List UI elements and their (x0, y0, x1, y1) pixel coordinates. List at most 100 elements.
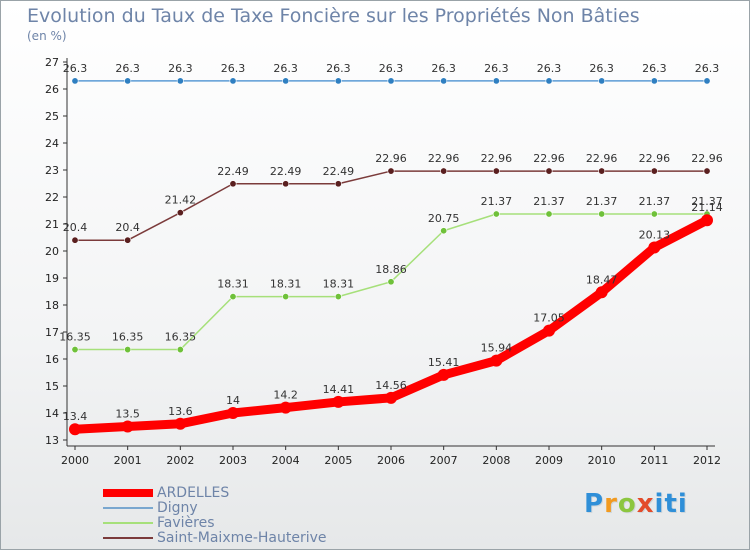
data-point (648, 241, 661, 254)
data-label: 22.96 (691, 152, 723, 165)
legend-item-ardelles: ARDELLES (103, 484, 327, 501)
data-label: 14.2 (273, 389, 298, 402)
y-tick-label: 21 (45, 218, 59, 231)
x-tick-label: 2012 (693, 454, 721, 467)
data-label: 22.96 (533, 152, 565, 165)
data-label: 26.3 (63, 62, 88, 75)
data-point (71, 77, 79, 85)
data-point (121, 420, 134, 433)
y-tick-label: 14 (45, 407, 59, 420)
data-point (282, 180, 290, 188)
data-point (492, 77, 500, 85)
data-point (282, 293, 290, 301)
x-tick-label: 2010 (588, 454, 616, 467)
data-point (492, 210, 500, 218)
data-label: 22.96 (375, 152, 407, 165)
data-point (387, 278, 395, 286)
data-point (385, 391, 397, 404)
data-point (437, 368, 450, 381)
y-tick-label: 17 (45, 326, 59, 339)
legend-swatch (103, 521, 153, 524)
data-label: 22.49 (323, 165, 355, 178)
data-label: 18.86 (375, 263, 407, 276)
legend-swatch (103, 506, 153, 509)
legend-swatch (103, 536, 153, 539)
data-point (71, 236, 79, 244)
data-label: 26.3 (273, 62, 298, 75)
data-label: 20.4 (115, 221, 140, 234)
data-point (598, 77, 606, 85)
legend-label: Saint-Maixme-Hauterive (157, 529, 327, 546)
data-label: 22.49 (270, 165, 302, 178)
x-tick-label: 2004 (272, 454, 300, 467)
data-point (124, 77, 132, 85)
data-point (334, 293, 342, 301)
x-tick-label: 2007 (430, 454, 458, 467)
data-label: 18.31 (270, 278, 302, 291)
data-label: 14.41 (323, 383, 355, 396)
legend-item-favieres: Favières (103, 514, 327, 531)
data-label: 26.3 (431, 62, 456, 75)
data-point (176, 346, 184, 354)
proxiti-logo: Proxiti (584, 489, 688, 519)
data-point (598, 167, 606, 175)
data-point (650, 167, 658, 175)
data-point (71, 346, 79, 354)
x-tick-label: 2005 (324, 454, 352, 467)
y-tick-label: 25 (45, 110, 59, 123)
data-label: 26.3 (642, 62, 667, 75)
data-label: 21.37 (481, 195, 513, 208)
data-point (440, 77, 448, 85)
data-label: 18.47 (586, 273, 618, 286)
data-label: 15.41 (428, 356, 460, 369)
data-point (703, 77, 711, 85)
data-point (282, 77, 290, 85)
x-tick-label: 2009 (535, 454, 563, 467)
data-point (545, 77, 553, 85)
data-point (279, 401, 292, 414)
data-point (598, 210, 606, 218)
data-label: 22.96 (428, 152, 460, 165)
data-label: 21.14 (691, 201, 723, 214)
data-label: 14.56 (375, 379, 407, 392)
legend-item-digny: Digny (103, 500, 327, 516)
data-label: 13.5 (115, 408, 140, 421)
data-label: 22.49 (217, 165, 249, 178)
data-point (545, 167, 553, 175)
y-tick-label: 16 (45, 353, 59, 366)
data-label: 26.3 (484, 62, 509, 75)
data-point (492, 167, 500, 175)
data-label: 20.75 (428, 212, 460, 225)
data-label: 14 (226, 394, 240, 407)
data-point (174, 417, 187, 430)
data-label: 21.37 (586, 195, 618, 208)
x-tick-label: 2001 (114, 454, 142, 467)
legend: ARDELLES Digny Favières Saint-Maixme-Hau… (103, 484, 327, 546)
legend-label: Favières (157, 514, 215, 531)
data-label: 21.37 (691, 195, 723, 208)
data-point (124, 236, 132, 244)
data-label: 18.31 (323, 278, 355, 291)
data-point (227, 407, 239, 419)
chart-unit: (en %) (27, 29, 67, 43)
data-point (543, 324, 555, 337)
data-label: 18.31 (217, 278, 249, 291)
data-point (229, 77, 237, 85)
legend-label: ARDELLES (157, 484, 230, 501)
data-point (701, 214, 713, 227)
chart-title: Evolution du Taux de Taxe Foncière sur l… (27, 5, 640, 27)
data-label: 22.96 (481, 152, 513, 165)
data-point (490, 354, 503, 367)
data-label: 22.96 (586, 152, 618, 165)
data-point (176, 77, 184, 85)
y-tick-label: 20 (45, 245, 59, 258)
data-label: 26.3 (695, 62, 720, 75)
y-tick-label: 19 (45, 272, 59, 285)
data-point (124, 346, 132, 354)
data-label: 20.13 (639, 228, 671, 241)
data-label: 21.37 (533, 195, 565, 208)
data-label: 26.3 (537, 62, 562, 75)
data-label: 16.35 (59, 331, 91, 344)
x-tick-label: 2006 (377, 454, 405, 467)
